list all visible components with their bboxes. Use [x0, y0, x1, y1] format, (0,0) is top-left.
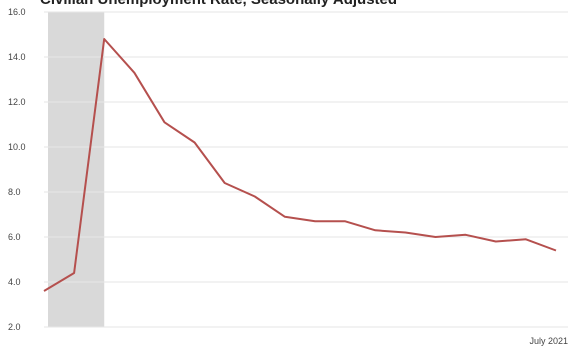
chart-title: Civilian Unemployment Rate, Seasonally A…	[40, 0, 397, 8]
y-tick-label: 10.0	[8, 142, 26, 152]
shaded-region	[48, 12, 105, 327]
y-tick-label: 8.0	[8, 187, 21, 197]
y-tick-label: 2.0	[8, 322, 21, 332]
y-tick-label: 6.0	[8, 232, 21, 242]
y-tick-label: 12.0	[8, 97, 26, 107]
x-tick-label: July 2021	[529, 336, 568, 346]
y-tick-label: 14.0	[8, 52, 26, 62]
y-tick-label: 16.0	[8, 7, 26, 17]
y-tick-label: 4.0	[8, 277, 21, 287]
series-line	[43, 38, 557, 292]
